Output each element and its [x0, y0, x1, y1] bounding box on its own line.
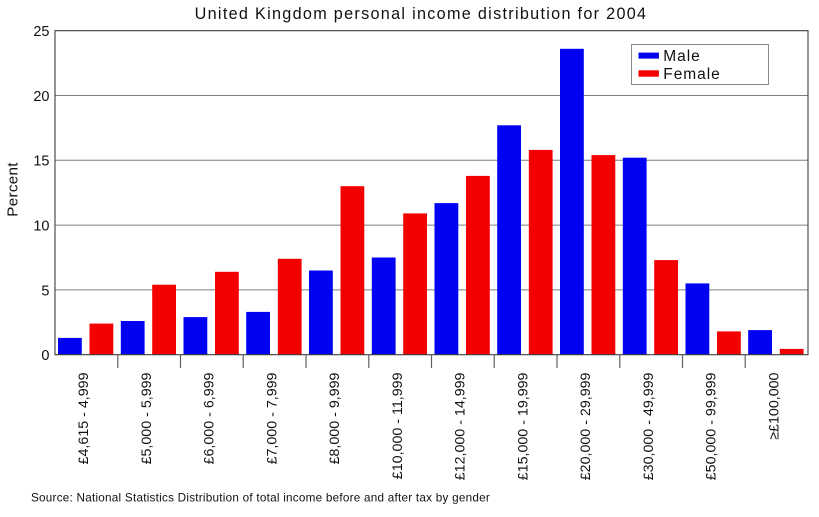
svg-text:£12,000 - 14,999: £12,000 - 14,999	[453, 372, 469, 480]
svg-text:5: 5	[41, 283, 49, 299]
svg-text:Female: Female	[663, 66, 720, 83]
svg-text:20: 20	[33, 89, 49, 105]
svg-text:£6,000 - 6,999: £6,000 - 6,999	[202, 372, 218, 464]
svg-text:£50,000 - 99,999: £50,000 - 99,999	[704, 372, 720, 480]
svg-text:15: 15	[33, 154, 49, 170]
svg-text:£4,615 - 4,999: £4,615 - 4,999	[76, 372, 92, 464]
svg-text:10: 10	[33, 219, 49, 235]
svg-text:Source: National Statistics Di: Source: National Statistics Distribution…	[31, 492, 490, 505]
svg-text:£10,000 - 11,999: £10,000 - 11,999	[390, 372, 406, 479]
svg-text:£8,000 - 9,999: £8,000 - 9,999	[327, 372, 343, 464]
svg-text:United Kingdom personal income: United Kingdom personal income distribut…	[195, 5, 648, 23]
svg-text:0: 0	[41, 348, 49, 364]
svg-text:£7,000 - 7,999: £7,000 - 7,999	[264, 372, 280, 464]
svg-text:≥£100,000: ≥£100,000	[766, 372, 782, 439]
svg-text:25: 25	[33, 24, 49, 40]
svg-text:£5,000 - 5,999: £5,000 - 5,999	[139, 372, 155, 464]
svg-text:£20,000 - 29,999: £20,000 - 29,999	[578, 372, 594, 480]
svg-text:£15,000 - 19,999: £15,000 - 19,999	[515, 372, 531, 480]
svg-text:Male: Male	[663, 48, 700, 65]
svg-text:£30,000 - 49,999: £30,000 - 49,999	[641, 372, 657, 480]
svg-text:Percent: Percent	[5, 162, 22, 217]
